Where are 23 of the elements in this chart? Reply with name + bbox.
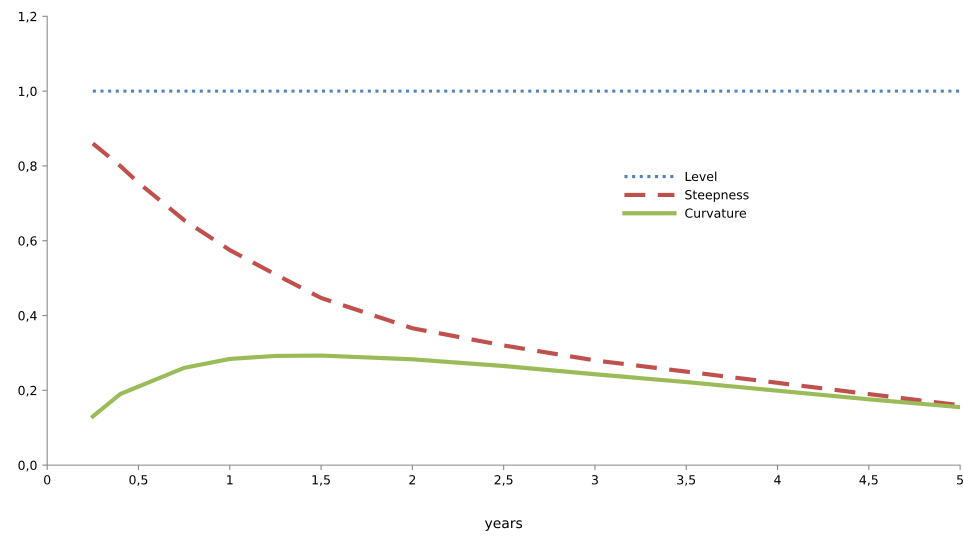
x-tick-label: 4 xyxy=(774,475,781,484)
line-series xyxy=(90,353,960,419)
y-tick-label: 1,0 xyxy=(18,86,37,98)
legend-label: Level xyxy=(686,171,716,182)
x-tick-label: 1 xyxy=(227,475,233,484)
y-tick-label: 1,2 xyxy=(18,12,36,23)
x-tick-label: 3,5 xyxy=(677,475,696,486)
y-tick-label: 0,6 xyxy=(18,236,37,247)
x-axis-title: years xyxy=(484,520,522,531)
y-tick-label: 0,0 xyxy=(18,460,37,472)
y-tick-label: 0,4 xyxy=(18,310,37,322)
x-tick-label: 2,5 xyxy=(494,475,512,486)
x-tick-label: 5 xyxy=(957,475,963,485)
y-tick-label: 0,2 xyxy=(18,386,36,397)
x-tick-label: 0 xyxy=(44,475,50,485)
x-tick-label: 1,5 xyxy=(312,475,330,486)
x-tick-label: 0,5 xyxy=(129,475,148,486)
x-tick-label: 2 xyxy=(409,475,416,484)
legend-label: Curvature xyxy=(685,208,746,218)
x-tick-label: 4,5 xyxy=(859,475,878,486)
legend-label: Steepness xyxy=(685,190,749,202)
x-tick-label: 3 xyxy=(592,475,598,485)
y-tick-label: 0,8 xyxy=(18,161,37,172)
